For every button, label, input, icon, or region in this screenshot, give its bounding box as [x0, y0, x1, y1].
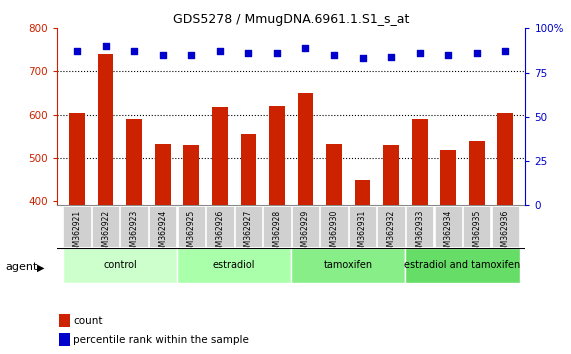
- Text: tamoxifen: tamoxifen: [324, 261, 373, 270]
- Bar: [497, 113, 513, 205]
- FancyBboxPatch shape: [178, 206, 205, 247]
- Point: [501, 48, 510, 54]
- Bar: [405, 248, 520, 283]
- Point: [358, 56, 367, 61]
- Text: GSM362932: GSM362932: [387, 210, 396, 256]
- Bar: [291, 248, 405, 283]
- Point: [187, 52, 196, 58]
- FancyBboxPatch shape: [292, 206, 319, 247]
- Text: GSM362935: GSM362935: [472, 210, 481, 256]
- Bar: [269, 106, 285, 205]
- Point: [444, 52, 453, 58]
- Text: control: control: [103, 261, 137, 270]
- Text: GSM362929: GSM362929: [301, 210, 310, 256]
- Point: [415, 50, 424, 56]
- Text: GSM362923: GSM362923: [130, 210, 139, 256]
- Text: GSM362933: GSM362933: [415, 210, 424, 256]
- Text: GSM362926: GSM362926: [215, 210, 224, 256]
- Point: [101, 43, 110, 49]
- Bar: [183, 145, 199, 205]
- Text: GSM362934: GSM362934: [444, 210, 453, 256]
- Point: [130, 48, 139, 54]
- Bar: [383, 145, 399, 205]
- Text: GSM362928: GSM362928: [272, 210, 282, 256]
- Text: GSM362922: GSM362922: [101, 210, 110, 256]
- Point: [158, 52, 167, 58]
- Point: [244, 50, 253, 56]
- Bar: [69, 113, 85, 205]
- Point: [73, 48, 82, 54]
- Text: GSM362924: GSM362924: [158, 210, 167, 256]
- Bar: [469, 142, 485, 205]
- Bar: [98, 54, 114, 205]
- FancyBboxPatch shape: [435, 206, 462, 247]
- Point: [272, 50, 282, 56]
- Text: percentile rank within the sample: percentile rank within the sample: [74, 335, 250, 345]
- FancyBboxPatch shape: [492, 206, 519, 247]
- FancyBboxPatch shape: [349, 206, 376, 247]
- Point: [387, 54, 396, 59]
- FancyBboxPatch shape: [463, 206, 490, 247]
- Text: GSM362927: GSM362927: [244, 210, 253, 256]
- FancyBboxPatch shape: [206, 206, 234, 247]
- Point: [215, 48, 224, 54]
- Text: GSM362931: GSM362931: [358, 210, 367, 256]
- Bar: [177, 248, 291, 283]
- Bar: [212, 107, 228, 205]
- Bar: [63, 248, 177, 283]
- FancyBboxPatch shape: [149, 206, 176, 247]
- FancyBboxPatch shape: [377, 206, 405, 247]
- FancyBboxPatch shape: [63, 206, 91, 247]
- FancyBboxPatch shape: [263, 206, 291, 247]
- Text: agent: agent: [6, 262, 38, 272]
- Text: ▶: ▶: [37, 262, 45, 272]
- Bar: [412, 119, 428, 205]
- Text: GSM362930: GSM362930: [329, 210, 339, 256]
- Bar: [326, 144, 342, 205]
- Bar: [440, 150, 456, 205]
- Text: estradiol and tamoxifen: estradiol and tamoxifen: [404, 261, 521, 270]
- Bar: [155, 144, 171, 205]
- FancyBboxPatch shape: [92, 206, 119, 247]
- FancyBboxPatch shape: [406, 206, 433, 247]
- Point: [329, 52, 339, 58]
- FancyBboxPatch shape: [320, 206, 348, 247]
- FancyBboxPatch shape: [235, 206, 262, 247]
- Text: GSM362936: GSM362936: [501, 210, 510, 256]
- Bar: [126, 119, 142, 205]
- Bar: [59, 314, 70, 327]
- Text: estradiol: estradiol: [213, 261, 255, 270]
- Text: GSM362921: GSM362921: [73, 210, 82, 256]
- Bar: [59, 333, 70, 346]
- Bar: [297, 93, 313, 205]
- Point: [301, 45, 310, 51]
- Title: GDS5278 / MmugDNA.6961.1.S1_s_at: GDS5278 / MmugDNA.6961.1.S1_s_at: [173, 13, 409, 26]
- Bar: [355, 180, 371, 205]
- Text: GSM362925: GSM362925: [187, 210, 196, 256]
- Point: [472, 50, 481, 56]
- FancyBboxPatch shape: [120, 206, 148, 247]
- Bar: [240, 134, 256, 205]
- Text: count: count: [74, 316, 103, 326]
